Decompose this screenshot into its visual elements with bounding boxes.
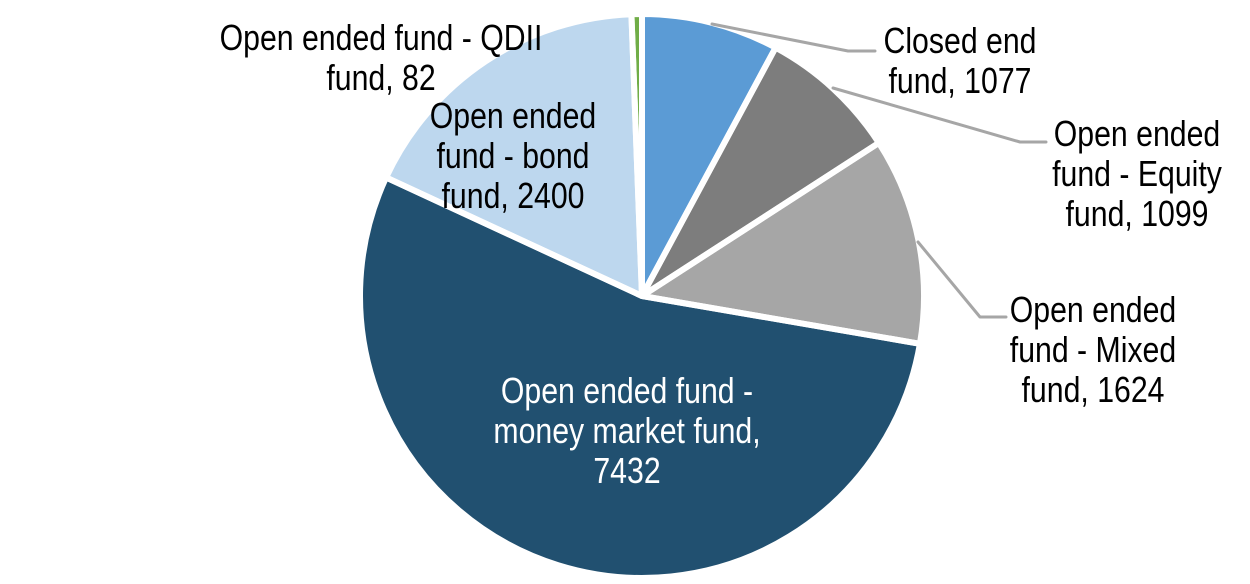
leader-line-2 [916, 240, 1008, 319]
pie-slice-1 [642, 47, 879, 296]
pie-slice-2 [642, 142, 925, 344]
pie-slice-border-5 [628, 11, 645, 299]
slice-label-bond-fund: Open ended fund - bond fund, 2400 [429, 95, 597, 216]
slice-label-money-market-fund: Open ended fund - money market fund, 7432 [493, 370, 761, 491]
slice-label-closed-end-fund: Closed end fund, 1077 [883, 20, 1037, 101]
leader-lines [710, 22, 1048, 319]
pie-slice-border-0 [639, 11, 779, 299]
slice-label-mixed-fund: Open ended fund - Mixed fund, 1624 [1009, 289, 1177, 410]
pie-slice-4 [386, 14, 642, 296]
pie-slice-0 [642, 14, 776, 296]
slice-label-qdii-fund: Open ended fund - QDII fund, 82 [219, 17, 543, 98]
pie-slice-border-4 [383, 11, 645, 299]
pie-slice-border-2 [639, 139, 927, 347]
leader-line-0 [710, 22, 877, 53]
pie-slice-3 [360, 177, 920, 578]
pie-slice-border-3 [357, 174, 923, 581]
pie-slices [360, 14, 925, 578]
leader-line-1 [831, 86, 1048, 144]
slice-label-equity-fund: Open ended fund - Equity fund, 1099 [1052, 113, 1222, 234]
